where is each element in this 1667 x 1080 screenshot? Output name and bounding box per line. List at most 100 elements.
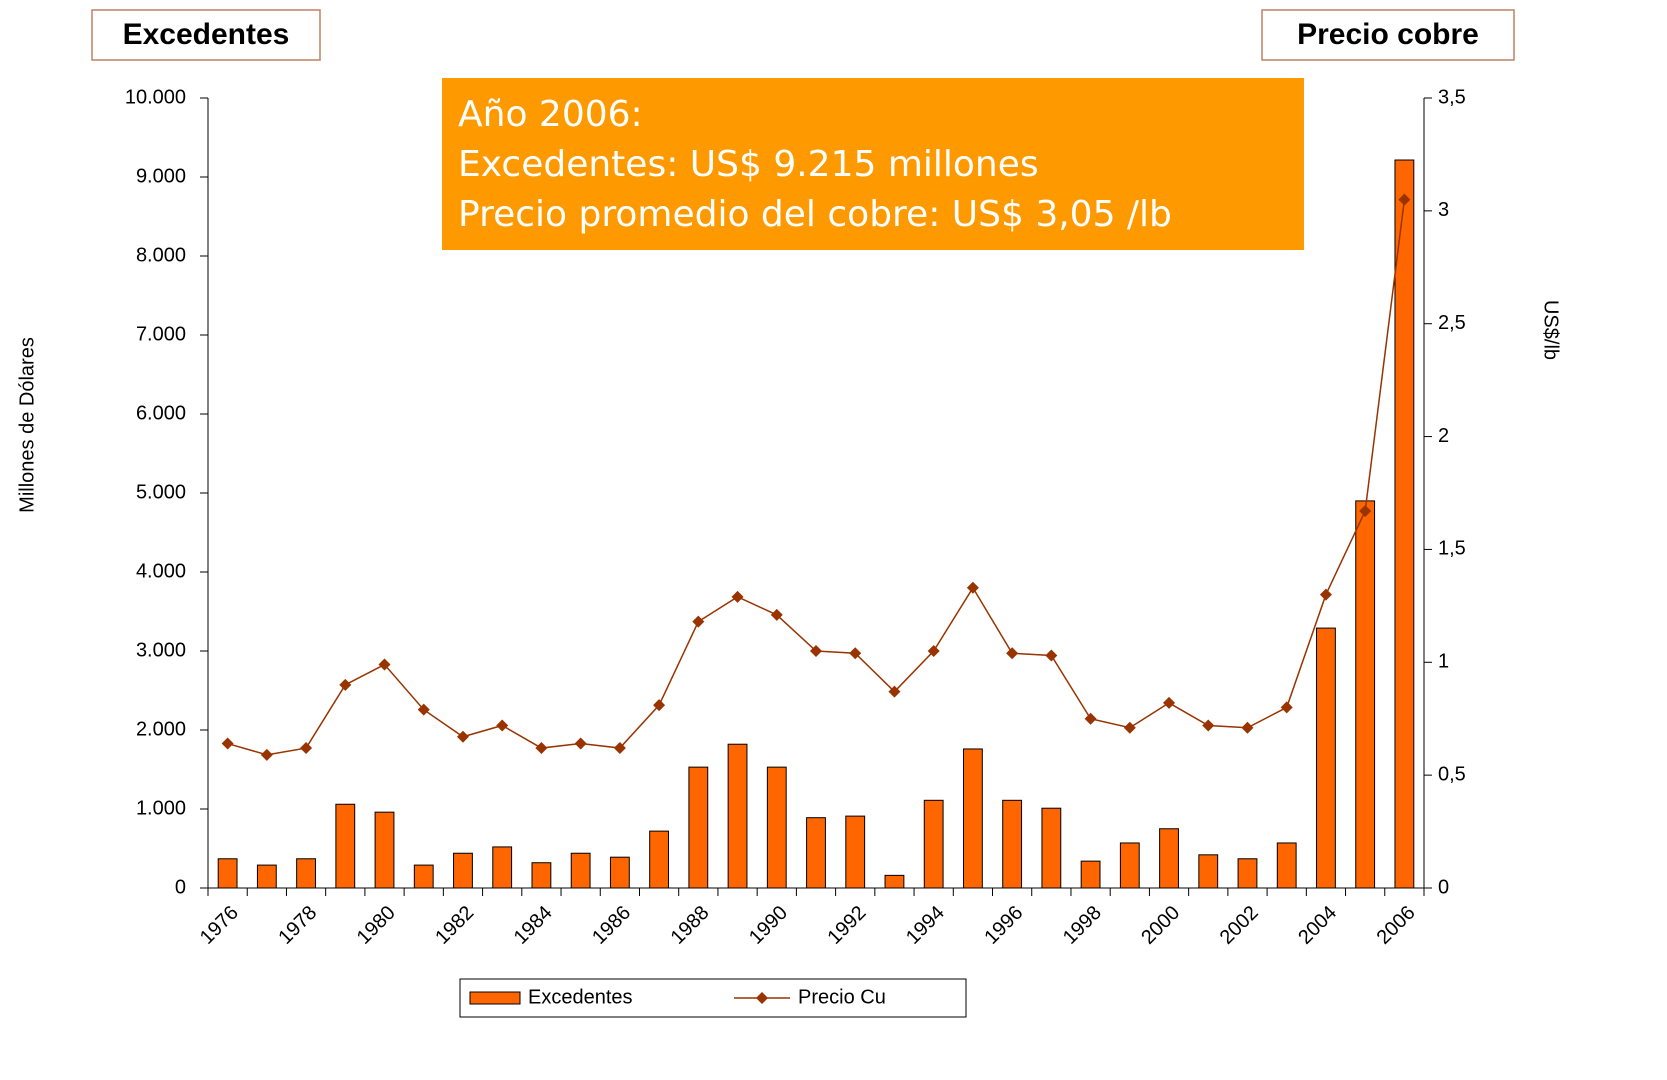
marker [770,608,783,621]
legend-marker [756,992,768,1004]
marker [1398,193,1411,206]
marker [1045,649,1058,662]
x-tick-label: 1990 [745,902,792,949]
bar [845,815,866,889]
legend-box [459,978,967,1018]
x-tick-label: 1978 [274,902,321,949]
y2-tick-label: 3,5 [1438,86,1466,108]
x-tick-label: 1984 [510,902,557,949]
bar [1237,858,1258,889]
marker [1280,701,1293,714]
y2-axis-title: US$/lb [1540,300,1562,360]
y-tick-label: 6.000 [136,402,186,424]
marker [653,699,666,712]
marker [1359,505,1372,518]
line [227,199,1406,756]
bar [688,766,709,889]
marker [1241,721,1254,734]
marker [1319,588,1332,601]
marker [1163,696,1176,709]
annotation: Excedentes: US$ 9.215 millones [458,144,1039,185]
y-tick-label: 4.000 [136,560,186,582]
bar [1159,828,1179,889]
bar [531,862,552,889]
bar [727,743,748,889]
bar [1119,842,1140,889]
right-label: Precio cobre [1297,18,1479,51]
annotation: Precio promedio del cobre: US$ 3,05 /lb [458,194,1172,235]
bar [1276,842,1297,889]
y2-tick-label: 2,5 [1438,312,1466,334]
y-tick-label: 5.000 [136,481,186,503]
marker [1084,712,1097,725]
left-label: Excedentes [123,18,290,51]
marker [1006,647,1019,660]
bar [884,874,905,889]
bar [1394,159,1415,889]
marker [417,703,430,716]
bar [413,864,434,889]
y-tick-label: 0 [175,876,186,898]
x-tick-label: 1996 [980,902,1027,949]
y2-tick-label: 0 [1438,876,1449,898]
marker [496,719,509,732]
bar [217,858,238,889]
bar [609,856,630,889]
legend-label: Excedentes [528,986,633,1008]
marker [456,730,469,743]
x-tick-label: 1976 [196,902,243,949]
marker [692,615,705,628]
marker [927,645,940,657]
x-tick-label: 1992 [823,902,870,949]
bar [492,846,513,889]
right-label-box [1261,9,1515,61]
bar [766,766,787,889]
bar [1002,799,1023,889]
annotation: Año 2006: [458,94,643,135]
legend-swatch [469,991,521,1005]
marker [810,645,822,657]
y-axis-title: Millones de Dólares [16,337,38,513]
x-tick-label: 1998 [1059,902,1106,949]
marker [260,748,273,761]
left-label-box [91,9,321,61]
x-tick-label: 2002 [1216,902,1263,949]
y-tick-label: 1.000 [136,797,186,819]
x-tick-label: 1994 [902,902,949,949]
bar [806,817,826,889]
bar [923,799,944,889]
legend-label: Precio Cu [798,986,886,1008]
marker [378,658,391,671]
y-tick-label: 3.000 [136,639,186,661]
bar [453,852,473,889]
y-tick-label: 8.000 [136,244,186,266]
marker [339,678,352,691]
y2-tick-label: 2 [1438,425,1449,447]
x-tick-label: 1980 [353,902,400,949]
bar [962,748,983,889]
marker [1123,721,1136,734]
bar [1041,807,1062,889]
x-tick-label: 1988 [667,902,714,949]
bar [374,811,395,889]
bar [1080,860,1101,889]
bar [335,803,356,889]
marker [535,742,548,755]
marker [849,647,862,660]
bar [1198,854,1219,889]
bar [1316,627,1336,889]
bar [256,864,277,889]
y2-tick-label: 3 [1438,199,1449,221]
marker [966,581,979,594]
y2-tick-label: 1,5 [1438,538,1466,560]
x-tick-label: 1982 [431,902,478,949]
x-tick-label: 1986 [588,902,635,949]
bar [649,830,670,889]
bar [570,852,591,889]
marker [888,685,901,698]
y-tick-label: 10.000 [125,86,186,108]
y-tick-label: 9.000 [136,165,186,187]
y-tick-label: 7.000 [136,323,186,345]
